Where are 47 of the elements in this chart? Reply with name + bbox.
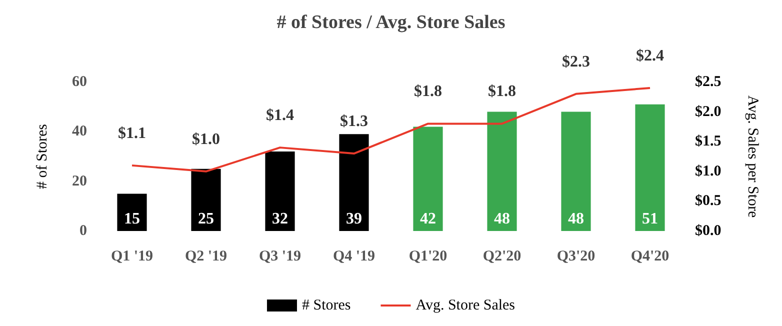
y2-tick-label: $2.0 — [695, 104, 722, 120]
data-label: 32 — [272, 210, 288, 228]
y2-tick-label: $0.0 — [695, 223, 722, 239]
data-label: $2.3 — [562, 53, 590, 70]
data-label: $1.1 — [118, 124, 146, 142]
x-tick-label: Q4'20 — [630, 248, 670, 264]
bar — [191, 168, 221, 231]
x-tick-label: Q3'20 — [556, 248, 596, 264]
data-label: $1.8 — [488, 83, 516, 100]
data-label: 42 — [420, 210, 436, 228]
data-label: $1.3 — [340, 113, 368, 130]
x-tick-label: Q1'20 — [408, 248, 448, 264]
x-tick-label: Q3 '19 — [258, 248, 302, 264]
y-tick-label: 0 — [80, 223, 87, 239]
x-tick-label: Q1 '19 — [110, 248, 154, 264]
data-label: $1.0 — [192, 130, 220, 148]
bar — [487, 112, 517, 231]
data-label: 15 — [124, 210, 140, 228]
y-tick-label: 60 — [72, 74, 87, 90]
data-label: 51 — [642, 210, 658, 228]
bar — [265, 152, 295, 231]
bar — [117, 194, 147, 231]
x-tick-label: Q4 '19 — [332, 248, 376, 264]
chart-title: # of Stores / Avg. Store Sales — [276, 12, 506, 33]
bar — [561, 112, 591, 231]
y-tick-label: 20 — [72, 173, 87, 190]
y-tick-label: 40 — [72, 124, 87, 140]
data-label: 48 — [568, 210, 584, 228]
data-label: 48 — [494, 210, 510, 228]
data-label: 39 — [346, 210, 362, 228]
y2-tick-label: $0.5 — [695, 193, 722, 210]
bar — [413, 126, 443, 231]
data-label: $2.4 — [636, 47, 664, 64]
y-axis-title: # of Stores — [34, 124, 50, 189]
bar — [339, 134, 369, 231]
data-label: $1.8 — [414, 83, 442, 100]
data-label: 25 — [198, 210, 214, 228]
data-label: $1.4 — [266, 107, 294, 124]
x-tick-label: Q2'20 — [482, 248, 522, 264]
y2-tick-label: $1.0 — [695, 163, 722, 180]
legend-label: # Stores — [302, 298, 351, 314]
legend-label: Avg. Store Sales — [416, 298, 516, 314]
bar — [635, 104, 665, 231]
y2-tick-label: $1.5 — [695, 134, 722, 150]
x-tick-label: Q2 '19 — [184, 248, 228, 264]
y2-tick-label: $2.5 — [695, 74, 722, 90]
y2-axis-title: Avg. Sales per Store — [744, 95, 760, 218]
